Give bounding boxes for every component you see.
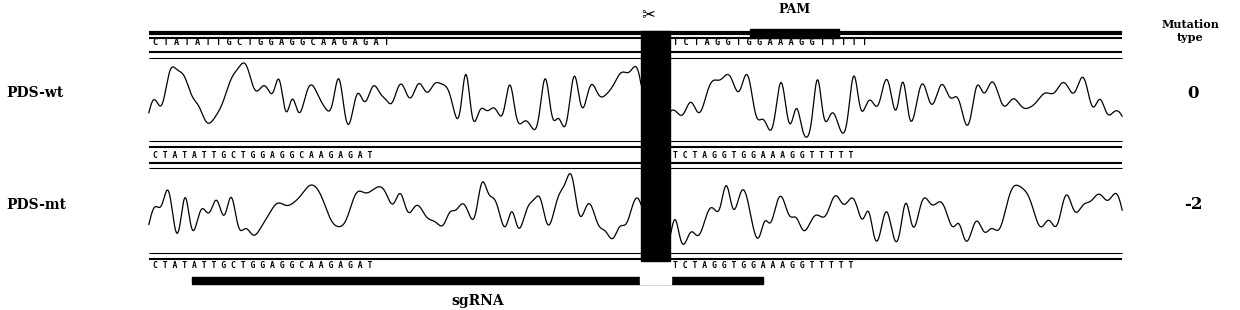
Text: C T A T A T T G C T G G A G G C A A G A G A T: C T A T A T T G C T G G A G G C A A G A … xyxy=(153,261,372,271)
Bar xyxy=(750,29,839,38)
Text: T C T A G G T G G A A A G G T T T T T: T C T A G G T G G A A A G G T T T T T xyxy=(673,261,853,271)
Text: PDS-mt: PDS-mt xyxy=(6,197,66,212)
Text: T C T A G G T G G A A A G G T T T T T: T C T A G G T G G A A A G G T T T T T xyxy=(673,38,868,47)
Text: C T A T A T T G C T G G A G G C A A G A G A T: C T A T A T T G C T G G A G G C A A G A … xyxy=(153,38,389,47)
Text: PAM: PAM xyxy=(779,3,811,16)
Bar xyxy=(640,276,671,284)
Bar xyxy=(641,31,670,261)
Bar xyxy=(192,277,763,284)
Text: sgRNA: sgRNA xyxy=(451,294,503,308)
Text: -2: -2 xyxy=(1184,196,1202,213)
Text: T C T A G G T G G A A A G G T T T T T: T C T A G G T G G A A A G G T T T T T xyxy=(673,150,853,160)
Text: C T A T A T T G C T G G A G G C A A G A G A T: C T A T A T T G C T G G A G G C A A G A … xyxy=(153,150,372,160)
Text: 0: 0 xyxy=(1187,85,1199,102)
Text: PDS-wt: PDS-wt xyxy=(6,86,63,100)
Text: Mutation
type: Mutation type xyxy=(1162,19,1219,43)
Text: ✂: ✂ xyxy=(641,6,656,24)
